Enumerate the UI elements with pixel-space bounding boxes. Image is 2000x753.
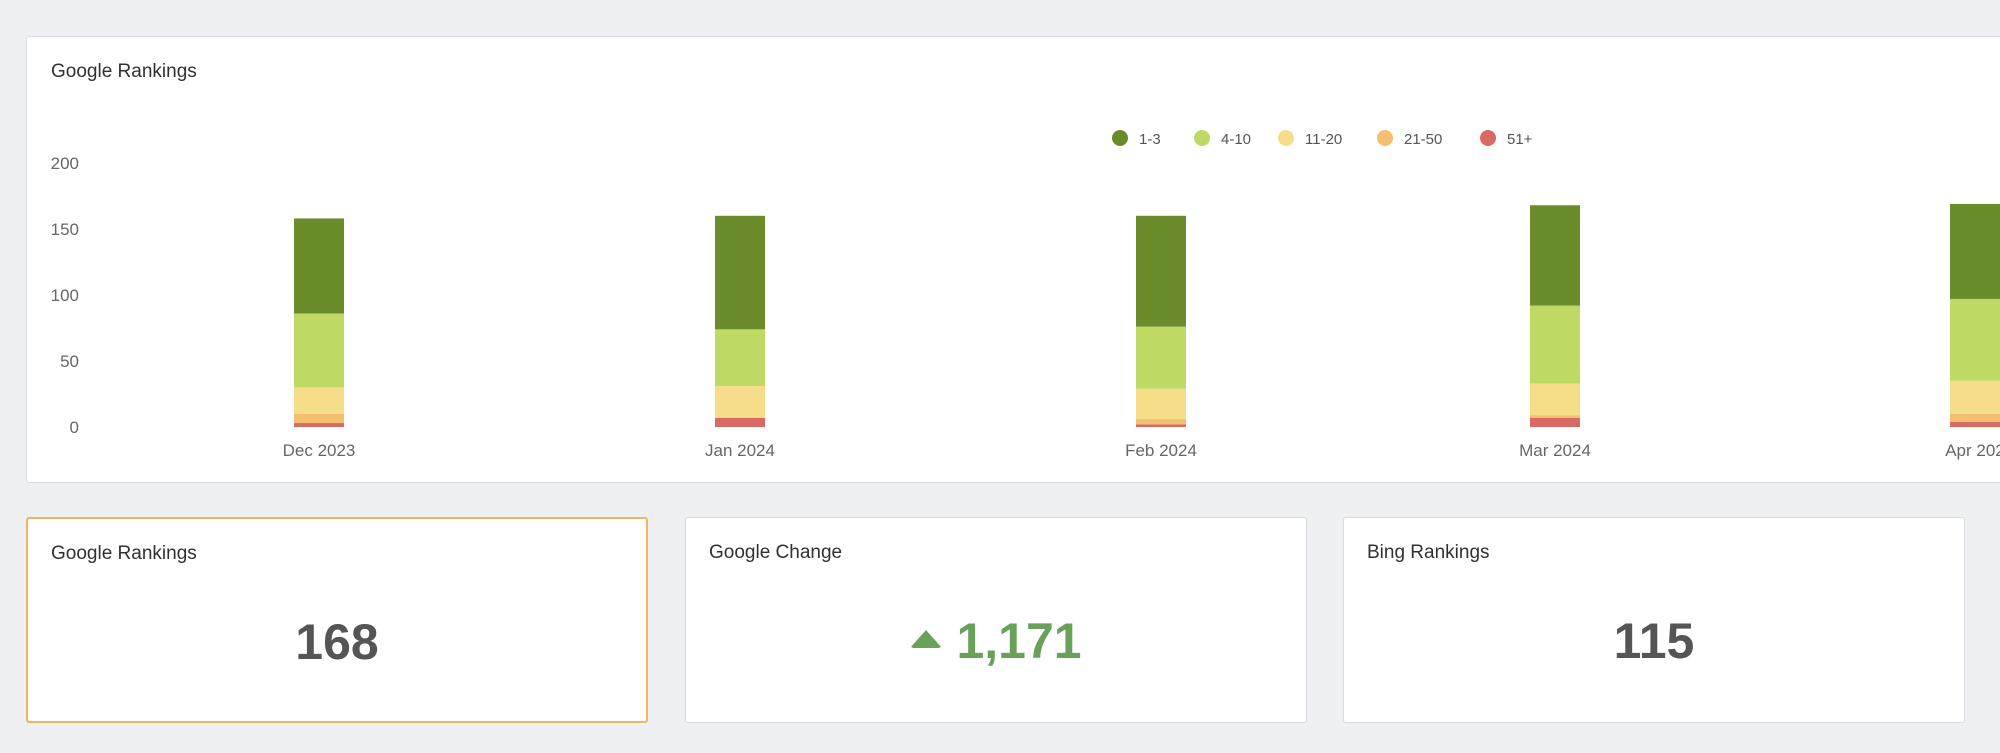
- bar-segment-4-10[interactable]: [1136, 326, 1186, 389]
- bing-rankings-stat-card[interactable]: Bing Rankings 115: [1343, 517, 1965, 723]
- legend-item[interactable]: 1-3: [1112, 130, 1161, 148]
- bar-segment-21-50[interactable]: [1950, 413, 2000, 422]
- legend-swatch: [1194, 130, 1210, 146]
- bar-segment-1-3[interactable]: [1950, 203, 2000, 299]
- google-rankings-stat-card[interactable]: Google Rankings 168: [26, 517, 648, 723]
- legend-item[interactable]: 11-20: [1278, 130, 1342, 148]
- x-tick-label: Feb 2024: [1125, 441, 1197, 460]
- stat-value: 168: [295, 614, 379, 670]
- stat-title: Google Rankings: [51, 543, 197, 564]
- legend-item[interactable]: 21-50: [1377, 130, 1442, 148]
- stat-value: 115: [1613, 613, 1695, 669]
- y-tick-label: 200: [51, 154, 79, 173]
- google-rankings-chart-card: Google Rankings 0 50 100 150 200 Dec 2023 Jan …: [26, 36, 2000, 483]
- bar-segment-1-3[interactable]: [1136, 215, 1186, 327]
- legend-label: 51+: [1507, 131, 1533, 148]
- bar-segment-51+[interactable]: [294, 423, 344, 427]
- bar-segment-51+[interactable]: [1530, 417, 1580, 427]
- bar-segment-51+[interactable]: [715, 417, 765, 427]
- y-tick-label: 150: [51, 220, 79, 239]
- bar-segment-1-3[interactable]: [294, 218, 344, 314]
- bar-segment-4-10[interactable]: [1950, 298, 2000, 381]
- stat-value: 1,171: [956, 613, 1082, 669]
- x-tick-label: Jan 2024: [705, 441, 775, 460]
- bar-segment-11-20[interactable]: [1950, 380, 2000, 414]
- x-tick-label: Dec 2023: [283, 441, 356, 460]
- y-tick-label: 50: [60, 352, 79, 371]
- bar-segment-1-3[interactable]: [1530, 205, 1580, 306]
- bar-segment-21-50[interactable]: [1136, 419, 1186, 425]
- bar-segment-11-20[interactable]: [715, 386, 765, 418]
- bar-segment-21-50[interactable]: [1530, 415, 1580, 418]
- bar-segment-4-10[interactable]: [715, 329, 765, 387]
- chart-card-title: Google Rankings: [51, 61, 197, 82]
- bar-segment-21-50[interactable]: [294, 413, 344, 424]
- stacked-bar-chart: 0 50 100 150 200 Dec 2023 Jan 2024 Feb 2024 Mar …: [51, 130, 2000, 460]
- legend-item[interactable]: 4-10: [1194, 130, 1251, 148]
- bar-segment-51+[interactable]: [1950, 421, 2000, 427]
- bar-segment-11-20[interactable]: [294, 387, 344, 414]
- y-tick-label: 100: [51, 286, 79, 305]
- stat-title: Bing Rankings: [1367, 542, 1490, 563]
- google-change-stat-card[interactable]: Google Change 1,171: [685, 517, 1307, 723]
- arrow-up-icon: [910, 630, 943, 648]
- legend-swatch: [1112, 130, 1128, 146]
- x-tick-label: Mar 2024: [1519, 441, 1591, 460]
- legend-label: 21-50: [1404, 131, 1442, 148]
- bar-segment-11-20[interactable]: [1530, 383, 1580, 416]
- legend-label: 11-20: [1305, 131, 1342, 148]
- stat-value-wrap: 1,171: [686, 612, 1306, 670]
- legend-swatch: [1278, 130, 1294, 146]
- x-tick-label: Apr 202: [1945, 441, 2000, 460]
- bar-segment-11-20[interactable]: [1136, 388, 1186, 420]
- bar-segment-1-3[interactable]: [715, 215, 765, 330]
- legend-label: 4-10: [1221, 131, 1251, 148]
- y-tick-label: 0: [70, 418, 79, 437]
- bar-segment-51+[interactable]: [1136, 424, 1186, 427]
- bar-segment-4-10[interactable]: [1530, 305, 1580, 384]
- legend-label: 1-3: [1139, 131, 1161, 148]
- legend-item[interactable]: 51+: [1480, 130, 1533, 148]
- stat-title: Google Change: [709, 542, 843, 563]
- legend-swatch: [1480, 130, 1496, 146]
- legend-swatch: [1377, 130, 1393, 146]
- bar-segment-4-10[interactable]: [294, 313, 344, 388]
